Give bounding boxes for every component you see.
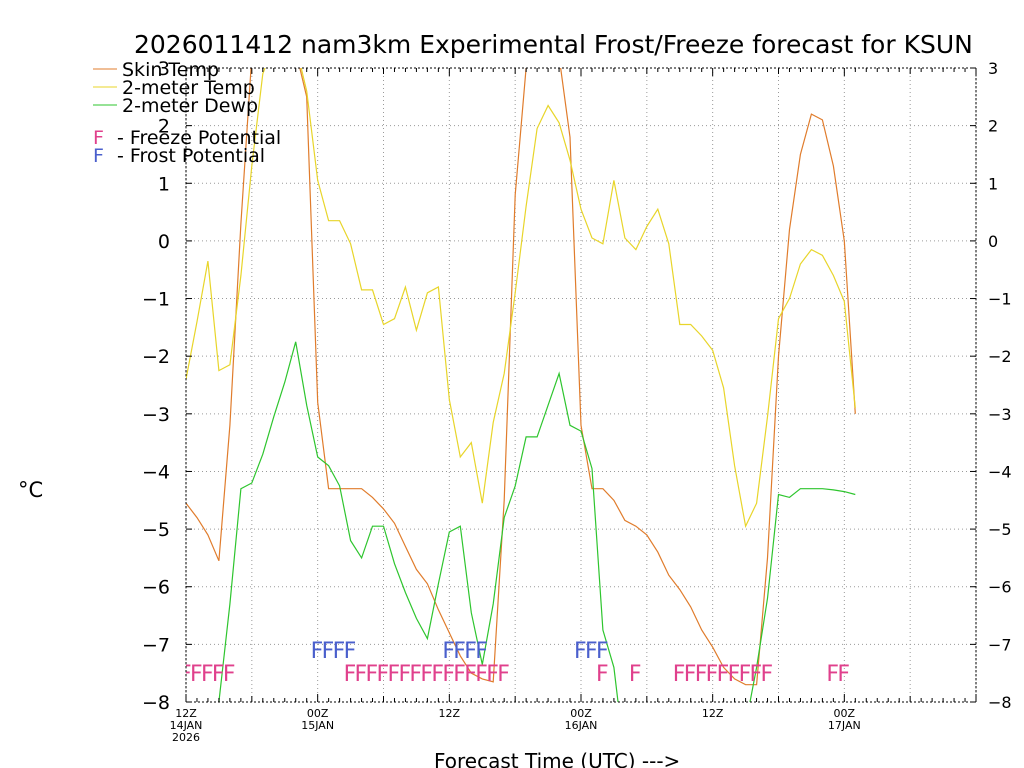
legend-frost-marker: F — [93, 145, 104, 167]
y-tick-label-right: −7 — [988, 635, 1012, 654]
freeze-potential-marker: F — [706, 662, 719, 687]
series-line-2m-dewp — [186, 341, 856, 702]
y-axis-label: °C — [18, 478, 43, 502]
x-tick-label: 12Z — [702, 707, 724, 720]
y-tick-label-left: 2 — [158, 116, 170, 138]
x-axis-label: Forecast Time (UTC) ---> — [434, 749, 680, 768]
y-tick-label-left: −3 — [142, 404, 170, 426]
y-tick-label-right: 0 — [988, 232, 998, 251]
y-tick-label-left: 1 — [158, 173, 170, 195]
freeze-potential-marker: F — [695, 662, 708, 687]
y-tick-label-left: −8 — [142, 692, 170, 714]
freeze-potential-marker: F — [179, 662, 192, 687]
legend-label-skin-temp: Skin Temp — [122, 59, 219, 81]
legend-label-2m-dewp: 2-meter Dewp — [122, 95, 258, 117]
freeze-potential-marker: F — [826, 662, 839, 687]
y-tick-label-right: 1 — [988, 174, 998, 193]
y-tick-label-left: −2 — [142, 346, 170, 368]
legend-freeze-marker: F — [93, 127, 104, 149]
freeze-potential-marker: F — [420, 662, 433, 687]
y-tick-label-right: −4 — [988, 462, 1012, 481]
y-tick-label-right: −5 — [988, 520, 1012, 539]
legend-freeze-label: - Freeze Potential — [117, 127, 281, 149]
y-tick-label-left: −5 — [142, 519, 170, 541]
x-tick-label: 12Z — [175, 707, 197, 720]
y-tick-label-right: 2 — [988, 117, 998, 136]
freeze-potential-marker: F — [366, 662, 379, 687]
y-tick-label-right: 3 — [988, 59, 998, 78]
legend-frost-label: - Frost Potential — [117, 145, 265, 167]
freeze-potential-marker: F — [475, 662, 488, 687]
x-tick-label: 15JAN — [301, 719, 334, 732]
freeze-potential-marker: F — [344, 662, 357, 687]
y-tick-label-left: 0 — [158, 231, 170, 253]
x-tick-label: 00Z — [307, 707, 329, 720]
freeze-potential-marker: F — [728, 662, 741, 687]
freeze-potential-marker: F — [750, 662, 763, 687]
y-tick-label-left: 3 — [158, 58, 170, 80]
frost-potential-marker: F — [344, 639, 357, 664]
chart-title: 2026011412 nam3km Experimental Frost/Fre… — [134, 30, 973, 59]
x-tick-label: 12Z — [439, 707, 461, 720]
gridlines — [185, 67, 977, 703]
freeze-potential-marker: F — [629, 662, 642, 687]
x-tick-label: 14JAN — [170, 719, 203, 732]
freeze-potential-marker: F — [673, 662, 686, 687]
frost-potential-marker: F — [585, 639, 598, 664]
freeze-potential-marker: F — [717, 662, 730, 687]
freeze-potential-marker: F — [387, 662, 400, 687]
frost-potential-marker: F — [442, 639, 455, 664]
frost-potential-marker: F — [464, 639, 477, 664]
freeze-potential-marker: F — [761, 662, 774, 687]
freeze-potential-marker: F — [837, 662, 850, 687]
y-tick-label-left: −1 — [142, 289, 170, 311]
y-axis-ticks: −8 −8 −7 −7 −6 −6 −5 −5 −4 −4 −3 −3 −2 −2 −1 −1 0 0 1 1 2 2 3 3 — [142, 58, 1012, 714]
y-tick-label-right: −1 — [988, 290, 1012, 309]
series-group — [186, 68, 856, 702]
freeze-potential-marker: F — [453, 662, 466, 687]
y-tick-label-left: −6 — [142, 577, 170, 599]
x-tick-label: 00Z — [570, 707, 592, 720]
series-line-2m-temp — [186, 68, 856, 529]
legend: Skin Temp 2-meter Temp 2-meter Dewp F - … — [93, 59, 281, 167]
freeze-potential-marker: F — [409, 662, 422, 687]
frost-potential-marker: F — [596, 639, 609, 664]
freeze-potential-marker: F — [464, 662, 477, 687]
x-tick-label: 16JAN — [565, 719, 598, 732]
freeze-potential-marker: F — [739, 662, 752, 687]
freeze-potential-marker: F — [212, 662, 225, 687]
freeze-potential-marker: F — [201, 662, 214, 687]
x-tick-label: 2026 — [172, 731, 200, 744]
freeze-potential-marker: F — [497, 662, 510, 687]
freeze-potential-marker: F — [355, 662, 368, 687]
y-tick-label-right: −2 — [988, 347, 1012, 366]
frost-potential-marker: F — [475, 639, 488, 664]
frost-potential-marker: F — [333, 639, 346, 664]
y-tick-label-left: −4 — [142, 461, 170, 483]
y-tick-label-right: −6 — [988, 578, 1012, 597]
y-tick-label-right: −8 — [988, 693, 1012, 712]
x-tick-label: 00Z — [834, 707, 856, 720]
freeze-potential-marker: F — [398, 662, 411, 687]
frost-potential-marker: F — [453, 639, 466, 664]
legend-label-2m-temp: 2-meter Temp — [122, 77, 255, 99]
freeze-potential-marker: F — [486, 662, 499, 687]
y-tick-label-right: −3 — [988, 405, 1012, 424]
x-tick-label: 17JAN — [828, 719, 861, 732]
series-line-skin-temp — [186, 68, 856, 686]
freeze-potential-marker: F — [377, 662, 390, 687]
freeze-potential-marker: F — [223, 662, 236, 687]
frost-potential-marker: F — [322, 639, 335, 664]
freeze-potential-marker: F — [596, 662, 609, 687]
freeze-potential-marker: F — [190, 662, 203, 687]
frost-potential-marker: F — [574, 639, 587, 664]
freeze-potential-marker: F — [684, 662, 697, 687]
freeze-potential-marker: F — [431, 662, 444, 687]
freeze-potential-marker: F — [442, 662, 455, 687]
y-tick-label-left: −7 — [142, 634, 170, 656]
frost-potential-marker: F — [311, 639, 324, 664]
